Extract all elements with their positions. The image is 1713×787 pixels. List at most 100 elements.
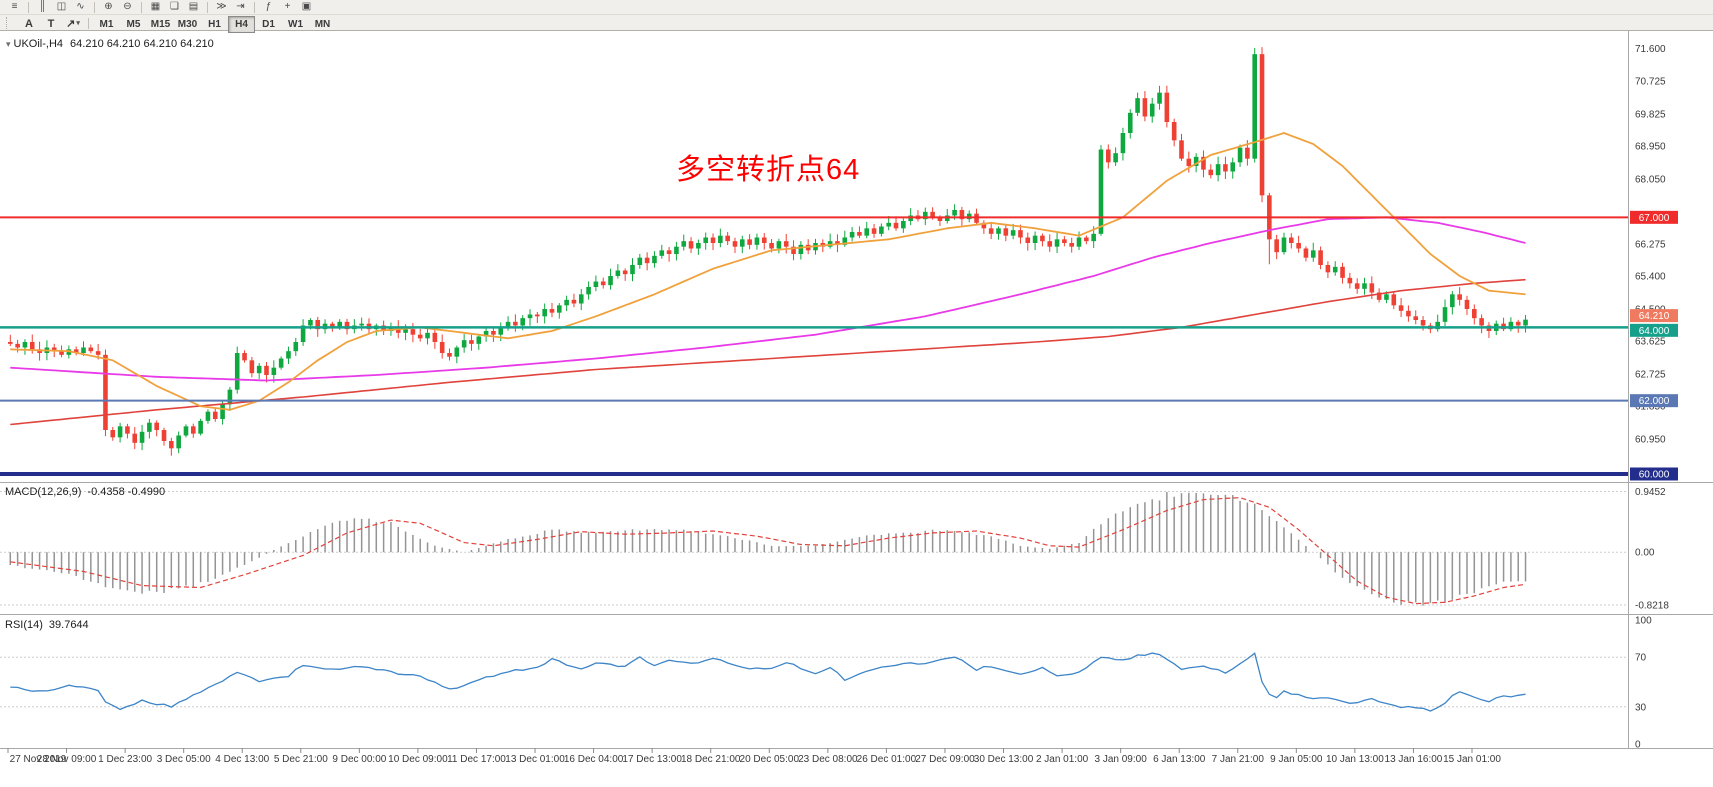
time-axis-label: 5 Dec 21:00 [274,754,328,765]
macd-axis-label: 0.9452 [1635,487,1666,498]
price-badge-60.000: 60.000 [1630,467,1678,481]
time-axis-label: 26 Dec 01:00 [857,754,917,765]
time-axis-label: 9 Dec 00:00 [332,754,386,765]
macd-panel: 0.9452 0.00 -0.8218 [0,487,1669,611]
time-axis-label: 30 Dec 13:00 [974,754,1034,765]
templates-icon[interactable]: ▣ [301,1,312,12]
rsi-indicator-label: RSI(14) 39.7644 [5,619,89,631]
toolbar-separator [141,1,142,13]
toolbar-row-standard: ≡ ║ ◫ ∿ ⊕ ⊖ ▦ ❏ ▤ ≫ ⇥ ƒ + ▣ [0,0,1713,15]
toolbar-separator [88,17,89,29]
time-axis-label: 17 Dec 13:00 [622,754,682,765]
main-toolbar: ≡ ║ ◫ ∿ ⊕ ⊖ ▦ ❏ ▤ ≫ ⇥ ƒ + ▣ A T ↗ ▾ M1 M5 M15 M30 H1 H4 D1 W1 MN [0,0,1713,33]
rsi-axis-label: 0 [1635,740,1641,751]
time-axis-label: 27 Nov 2019 [10,754,67,765]
toolbar-separator [207,1,208,13]
cascade-windows-icon[interactable]: ❏ [170,1,179,12]
candlestick-chart-icon[interactable]: ◫ [56,1,67,12]
time-axis-label: 3 Dec 05:00 [157,754,211,765]
price-badge-62.000: 62.000 [1630,394,1678,408]
price-badge-64.000: 64.000 [1630,323,1678,337]
timeframes-group: M1 M5 M15 M30 H1 H4 D1 W1 MN [93,14,336,33]
macd-axis-label: -0.8218 [1635,600,1669,611]
timeframe-m15-button[interactable]: M15 [150,18,171,30]
ma-mid-magenta-line [10,216,1526,382]
rsi-axis-label: 70 [1635,653,1647,664]
time-axis-label: 16 Dec 04:00 [564,754,624,765]
price-axis-label: 71.600 [1635,44,1666,55]
timeframe-d1-button[interactable]: D1 [262,18,275,30]
timeframe-m1-button[interactable]: M1 [99,18,114,30]
macd-signal-line [10,496,1526,605]
macd-axis-label: 0.00 [1635,548,1655,559]
time-axis-label: 10 Dec 09:00 [388,754,448,765]
arrow-objects-tool-icon: ↗ [66,18,76,30]
timeframe-m5-button[interactable]: M5 [126,18,141,30]
chevron-down-icon: ▾ [76,20,80,27]
zoom-out-icon[interactable]: ⊖ [123,1,132,12]
time-axis-label: 15 Jan 01:00 [1443,754,1501,765]
price-axis-label: 60.950 [1635,435,1666,446]
label-tool-icon: T [47,18,55,30]
time-axis-label: 18 Dec 21:00 [681,754,741,765]
price-axis-label: 68.950 [1635,141,1666,152]
text-tool[interactable]: A [19,17,39,31]
price-badge-67.000: 67.000 [1630,210,1678,224]
text-tool-icon: A [25,18,33,30]
rsi-axis-label: 100 [1635,616,1652,627]
label-tool[interactable]: T [41,17,61,31]
arrange-windows-icon[interactable]: ▤ [188,1,199,12]
toolbar-separator [254,1,255,13]
line-studies-group: A T ↗ ▾ [18,14,84,32]
time-axis-label: 2 Jan 01:00 [1036,754,1089,765]
timeframe-h1-button[interactable]: H1 [208,18,221,30]
timeframe-mn-button[interactable]: MN [314,18,331,30]
macd-name: MACD(12,26,9) [5,486,82,498]
price-axis-label: 62.725 [1635,370,1666,381]
timeframe-h4-button[interactable]: H4 [228,15,255,33]
price-badge-64.210: 64.210 [1630,309,1678,323]
price-axis-label: 63.625 [1635,337,1666,348]
time-axis-label: 23 Dec 08:00 [798,754,858,765]
rsi-axis-label: 30 [1635,702,1647,713]
toolbar-separator [28,1,29,13]
time-axis-label: 1 Dec 23:00 [98,754,152,765]
tile-windows-icon[interactable]: ▦ [150,1,161,12]
ma-fast-orange-line [10,132,1526,411]
price-axis-label: 66.275 [1635,239,1666,250]
bars-chart-icon[interactable]: ║ [38,1,47,12]
rsi-line [10,652,1526,712]
zoom-in-icon[interactable]: ⊕ [104,1,113,12]
time-axis-label: 13 Jan 16:00 [1385,754,1443,765]
svg-text:62.000: 62.000 [1639,396,1670,407]
line-chart-icon[interactable]: ∿ [76,1,85,12]
time-axis-label: 20 Dec 05:00 [740,754,800,765]
chart-annotation-text[interactable]: 多空转折点64 [676,154,861,186]
price-axis-label: 68.050 [1635,174,1666,185]
timeframe-m30-button[interactable]: M30 [177,18,198,30]
candlestick-series [8,47,1528,456]
time-axis-label: 4 Dec 13:00 [215,754,269,765]
chart-ohlc-values: 64.210 64.210 64.210 64.210 [70,38,214,50]
window-menu-icon[interactable]: ≡ [11,1,18,12]
price-axis-label: 69.825 [1635,109,1666,120]
rsi-values: 39.7644 [48,619,89,631]
add-object-icon[interactable]: + [284,1,291,12]
indicators-icon[interactable]: ƒ [265,1,272,12]
time-axis-label: 3 Jan 09:00 [1095,754,1148,765]
rsi-panel: 100 70 30 0 [0,616,1652,751]
timeframe-w1-button[interactable]: W1 [288,18,303,30]
price-axis-label: 65.400 [1635,272,1666,283]
auto-scroll-icon[interactable]: ≫ [216,1,227,12]
toolbar-separator [94,1,95,13]
chart-shift-icon[interactable]: ⇥ [236,1,245,12]
time-axis-label: 13 Dec 01:00 [505,754,565,765]
macd-values: -0.4358 -0.4990 [87,486,166,498]
time-axis-label: 7 Jan 21:00 [1212,754,1265,765]
chart-symbol-icon: ▾ [6,39,11,49]
toolbar-grip [6,17,14,29]
arrow-objects-tool[interactable]: ↗ ▾ [63,17,83,31]
